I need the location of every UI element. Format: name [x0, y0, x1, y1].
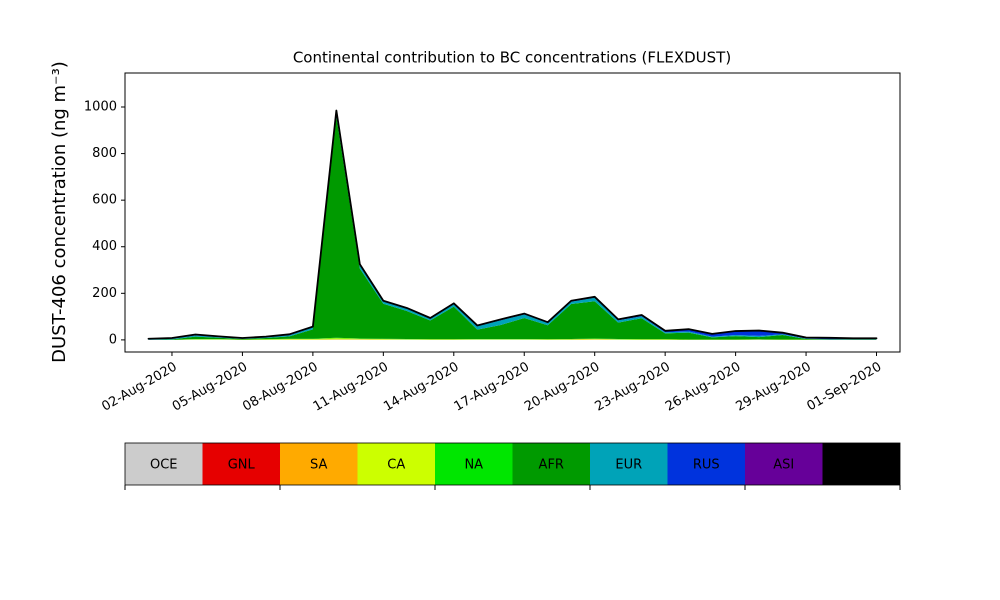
- legend-swatch: [357, 443, 435, 485]
- x-tick-label: 02-Aug-2020: [99, 360, 179, 415]
- legend-label: SA: [310, 458, 327, 473]
- legend-swatch: [435, 443, 513, 485]
- legend-label: ASI: [773, 458, 794, 473]
- legend-label: EUR: [615, 458, 642, 473]
- x-tick-label: 20-Aug-2020: [522, 360, 602, 415]
- area: [148, 338, 877, 340]
- y-tick-label: 600: [92, 193, 117, 208]
- legend-label: AFR: [539, 458, 564, 473]
- area: [148, 337, 877, 340]
- legend-swatch: [125, 443, 203, 485]
- x-tick-label: 01-Sep-2020: [804, 360, 884, 415]
- x-tick-label: 11-Aug-2020: [311, 360, 391, 415]
- area: [148, 110, 877, 339]
- y-tick-label: 1000: [84, 100, 117, 115]
- area: [148, 110, 877, 340]
- area: [147, 109, 878, 340]
- legend-swatch: [822, 443, 900, 485]
- legend-label: OCE: [150, 458, 178, 473]
- legend-swatch: [667, 443, 745, 485]
- area: [148, 111, 877, 340]
- x-tick-label: 05-Aug-2020: [170, 360, 250, 415]
- area: [148, 116, 877, 340]
- plot-frame: [124, 72, 901, 353]
- x-tick-label: 26-Aug-2020: [663, 360, 743, 415]
- legend-label: GNL: [228, 458, 256, 473]
- legend-label: CA: [387, 458, 405, 473]
- legend-label: RUS: [693, 458, 720, 473]
- y-axis-label: DUST-406 concentration (ng m⁻³): [49, 61, 70, 363]
- chart-title: Continental contribution to BC concentra…: [293, 49, 731, 67]
- x-tick-label: 17-Aug-2020: [452, 360, 532, 415]
- y-tick-label: 800: [92, 146, 117, 161]
- y-tick-label: 0: [109, 332, 117, 347]
- y-tick-label: 400: [92, 239, 117, 254]
- x-tick-label: 23-Aug-2020: [593, 360, 673, 415]
- legend-swatch: [202, 443, 280, 485]
- legend-swatch: [512, 443, 590, 485]
- x-tick-label: 14-Aug-2020: [381, 360, 461, 415]
- y-tick-label: 200: [92, 286, 117, 301]
- legend-swatch: [590, 443, 668, 485]
- legend-frame: [124, 442, 901, 486]
- x-tick-label: 29-Aug-2020: [733, 360, 813, 415]
- legend-label: AUS: [848, 458, 875, 473]
- legend-swatch: [745, 443, 823, 485]
- x-tick-label: 08-Aug-2020: [240, 360, 320, 415]
- legend-label: NA: [464, 458, 483, 473]
- legend-swatch: [280, 443, 358, 485]
